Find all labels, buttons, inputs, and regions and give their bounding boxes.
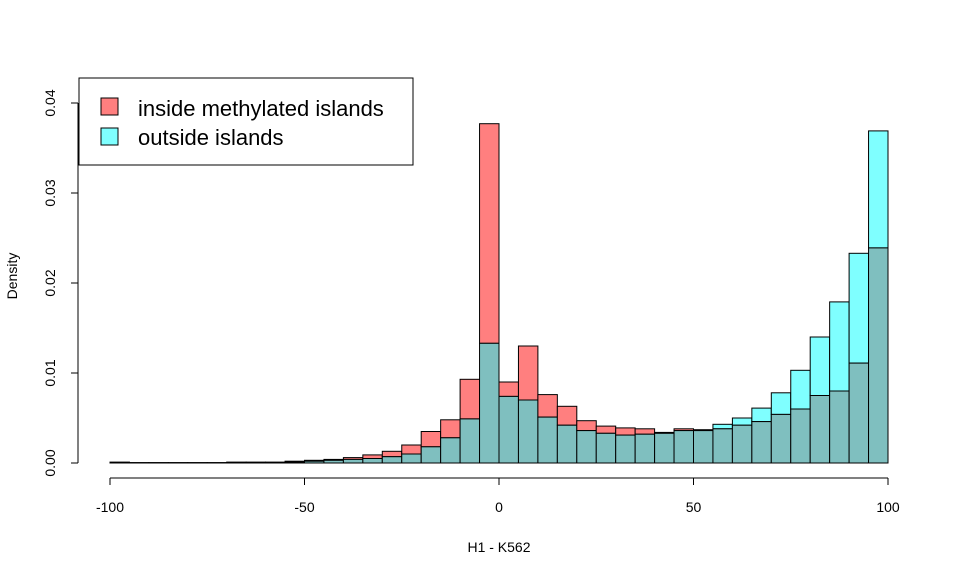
histogram-bar-excess [498, 381, 519, 397]
y-axis-ticks: 0.00 0.01 0.02 0.03 0.04 [42, 89, 78, 477]
histogram-bar-overlap [109, 461, 130, 464]
histogram-bar-overlap [323, 459, 344, 464]
y-tick-label: 0.04 [42, 89, 58, 116]
histogram-bars [109, 123, 889, 464]
y-tick-label: 0.02 [42, 269, 58, 296]
x-tick-label: 0 [495, 499, 503, 515]
histogram-bar-overlap [673, 430, 694, 464]
histogram-bar-excess [401, 444, 422, 455]
histogram-bar-excess [420, 431, 442, 448]
histogram-bar-excess [829, 301, 850, 392]
histogram-bar-overlap [731, 424, 753, 464]
histogram-bar-excess [517, 345, 539, 401]
legend-swatch-inside-methylated-islands [100, 97, 119, 116]
histogram-bar-overlap [751, 421, 772, 464]
histogram-bar-excess [362, 454, 383, 459]
legend-box [78, 77, 414, 166]
histogram-bar-excess [537, 394, 558, 418]
x-tick-label: -100 [96, 499, 124, 515]
histogram-bar-overlap [848, 362, 870, 464]
histogram-bar-overlap [809, 395, 831, 464]
histogram-bar-excess [790, 369, 811, 410]
histogram-bar-overlap [517, 399, 539, 464]
histogram-bar-excess [712, 423, 733, 430]
histogram-bar-excess [731, 417, 753, 426]
histogram-bar-overlap [265, 461, 286, 464]
histogram-bar-overlap [770, 413, 792, 464]
histogram-bar-overlap [420, 446, 442, 464]
y-axis-title: Density [4, 253, 20, 300]
histogram-bar-overlap [362, 458, 383, 464]
x-tick-label: 100 [876, 499, 900, 515]
histogram-bar-overlap [556, 424, 578, 464]
histogram-bar-excess [848, 252, 870, 364]
legend-label-outside-islands: outside islands [138, 125, 284, 150]
histogram-bar-overlap [868, 247, 889, 464]
x-axis-title: H1 - K562 [467, 539, 530, 555]
histogram-bar-excess [479, 123, 500, 344]
histogram-bar-overlap [440, 437, 461, 464]
histogram-bar-overlap [401, 453, 422, 464]
x-tick-label: -50 [294, 499, 314, 515]
histogram-bar-excess [459, 378, 481, 420]
x-axis-ticks: -100 -50 0 50 100 [96, 478, 900, 515]
histogram-bar-overlap [615, 434, 636, 464]
histogram-bar-overlap [576, 430, 597, 464]
histogram-bar-overlap [459, 418, 481, 464]
histogram-bar-excess [576, 420, 597, 432]
legend-swatch-outside-islands [100, 127, 119, 146]
histogram-bar-excess [809, 336, 831, 396]
histogram-bar-overlap [537, 416, 558, 464]
histogram-bar-excess [751, 407, 772, 423]
x-tick-label: 50 [686, 499, 702, 515]
histogram-bar-overlap [245, 461, 267, 464]
histogram-bar-overlap [342, 458, 364, 464]
histogram-bar-overlap [595, 432, 617, 464]
legend-label-inside-methylated-islands: inside methylated islands [138, 96, 384, 121]
histogram-bar-excess [868, 130, 889, 249]
histogram-bar-excess [634, 428, 656, 435]
x-axis: -100 -50 0 50 100 [96, 477, 900, 515]
histogram-bar-overlap [829, 390, 850, 464]
histogram-bar-overlap [479, 342, 500, 464]
y-tick-label: 0.03 [42, 179, 58, 206]
histogram-bar-overlap [498, 395, 519, 464]
y-axis: 0.00 0.01 0.02 0.03 0.04 [42, 89, 79, 477]
histogram-bar-excess [595, 425, 617, 434]
histogram-bar-excess [770, 392, 792, 415]
histogram-bar-excess [381, 450, 403, 458]
y-tick-label: 0.01 [42, 359, 58, 386]
histogram-bar-excess [556, 405, 578, 426]
histogram-bar-overlap [693, 430, 714, 464]
histogram-bar-overlap [304, 460, 325, 464]
legend: inside methylated islands outside island… [78, 77, 414, 166]
histogram-bar-excess [440, 419, 461, 439]
y-tick-label: 0.00 [42, 449, 58, 476]
histogram-bar-overlap [381, 456, 403, 464]
histogram-bar-overlap [634, 433, 656, 464]
histogram-bar-excess [615, 427, 636, 436]
histogram-bar-overlap [712, 428, 733, 464]
histogram-bar-overlap [284, 461, 305, 464]
histogram-bar-overlap [790, 408, 811, 464]
histogram-bar-overlap [654, 432, 675, 464]
